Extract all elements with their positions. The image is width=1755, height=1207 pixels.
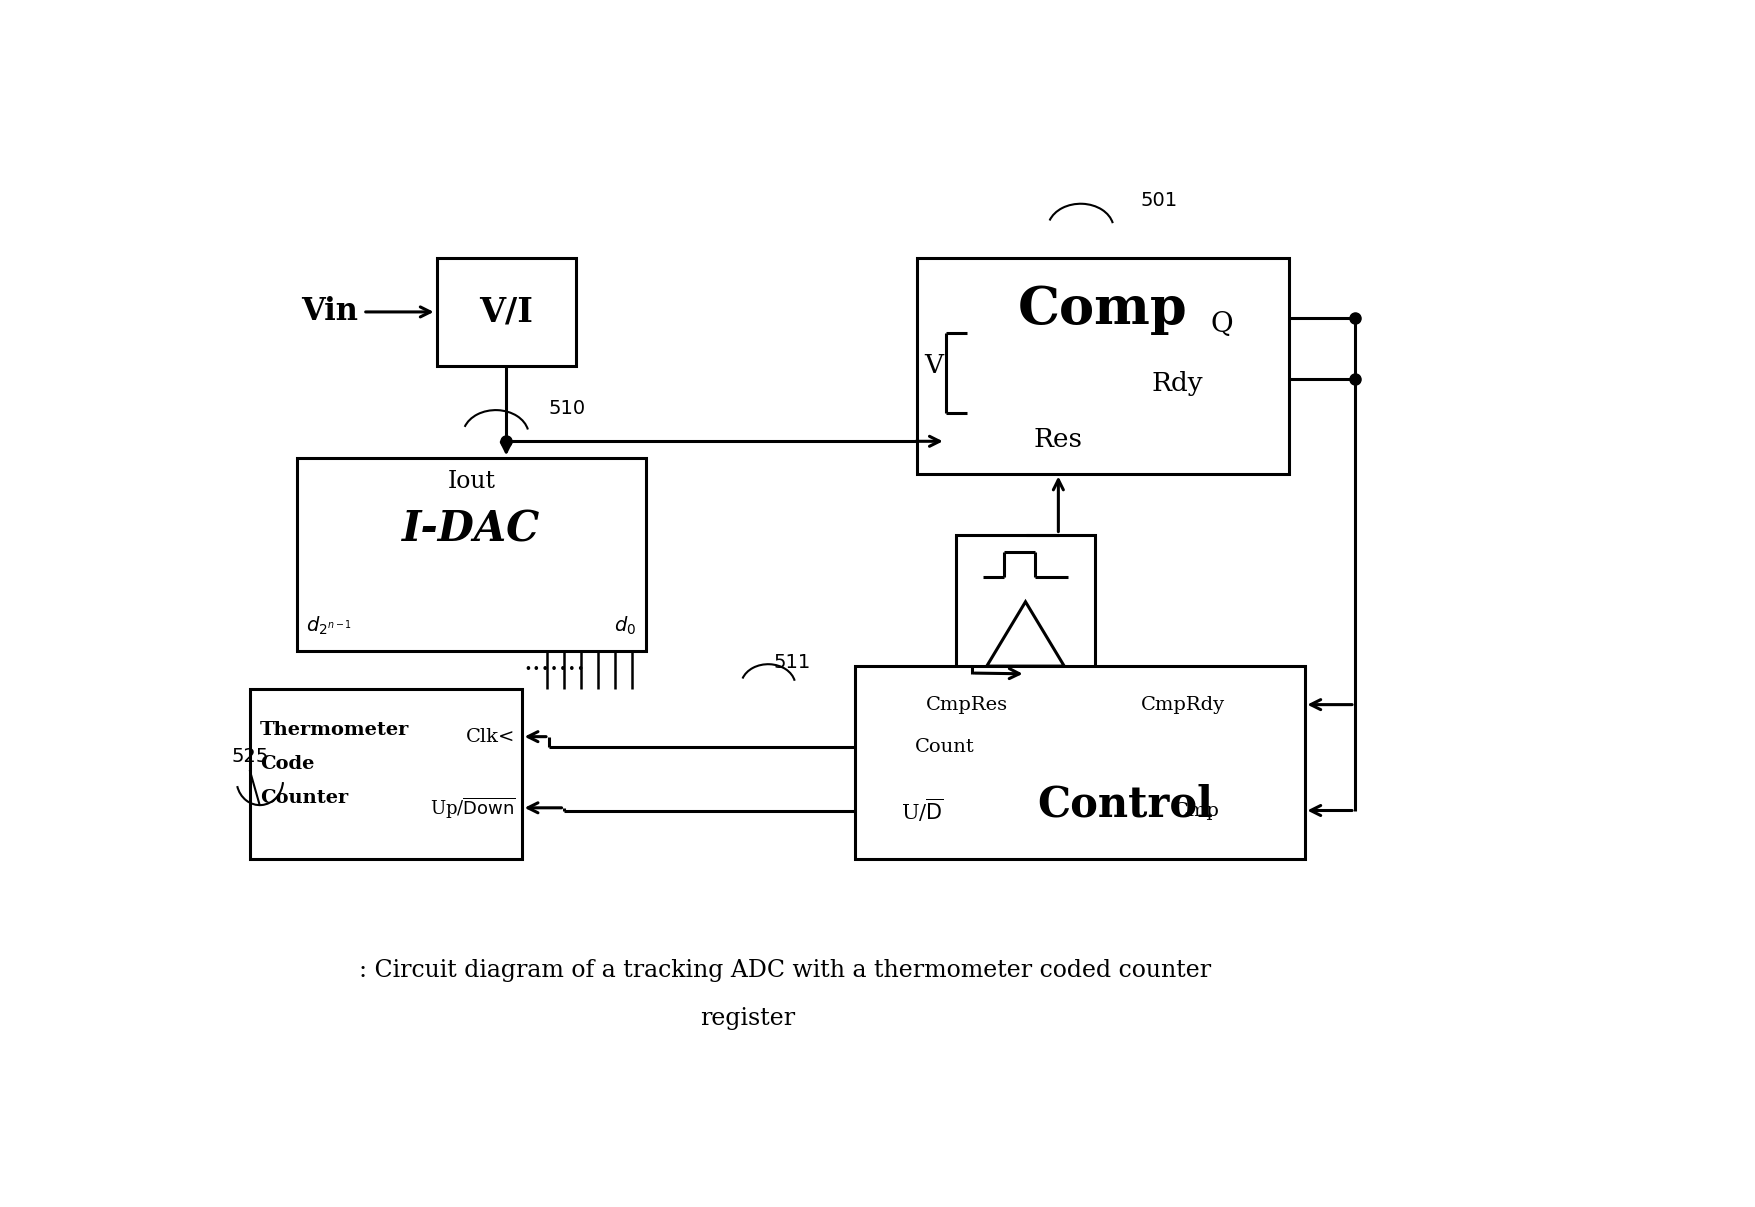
Text: Counter: Counter [260,788,347,806]
Bar [437,258,576,366]
Text: U/$\overline{\rm D}$: U/$\overline{\rm D}$ [900,797,942,824]
Text: : Circuit diagram of a tracking ADC with a thermometer coded counter: : Circuit diagram of a tracking ADC with… [358,958,1211,981]
Text: V/I: V/I [479,296,534,328]
Text: V: V [925,354,942,378]
Text: I-DAC: I-DAC [402,508,541,550]
Text: Thermometer: Thermometer [260,721,409,739]
Text: Res: Res [1034,426,1083,451]
Text: Cmp: Cmp [1172,801,1220,820]
Text: Count: Count [914,737,974,756]
Text: Code: Code [260,754,314,772]
Text: Iout: Iout [448,470,495,492]
Text: 525: 525 [232,747,269,766]
Text: .......: ....... [523,649,584,676]
Text: CmpRdy: CmpRdy [1141,695,1225,713]
Bar [297,459,646,651]
Text: register: register [700,1008,795,1031]
Text: 511: 511 [774,653,811,672]
Bar [251,689,521,858]
Text: $d_0$: $d_0$ [614,614,635,637]
Text: 510: 510 [548,400,584,418]
Bar [955,535,1095,674]
Text: $d_{2^{n-1}}$: $d_{2^{n-1}}$ [305,614,353,637]
Text: CmpRes: CmpRes [927,695,1007,713]
Text: 501: 501 [1139,191,1176,210]
Text: Comp: Comp [1018,285,1186,336]
Text: Rdy: Rdy [1151,371,1202,396]
Bar [916,258,1288,473]
Bar [855,666,1304,858]
Text: Q: Q [1209,311,1232,338]
Text: Up/$\overline{\rm Down}$: Up/$\overline{\rm Down}$ [430,795,516,821]
Text: Vin: Vin [300,297,358,327]
Text: Control: Control [1035,783,1213,826]
Text: Clk<: Clk< [465,728,516,746]
